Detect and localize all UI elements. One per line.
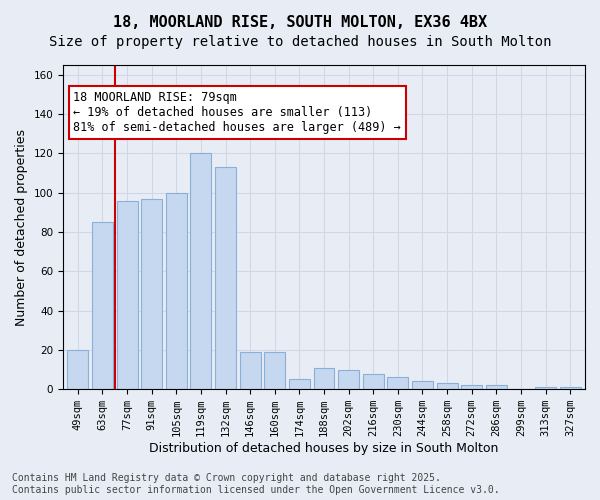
Bar <box>141 198 162 389</box>
Bar <box>437 384 458 389</box>
Bar <box>535 388 556 389</box>
Bar <box>67 350 88 389</box>
Bar <box>560 388 581 389</box>
Bar <box>486 386 507 389</box>
Bar <box>265 352 285 389</box>
Bar <box>116 200 137 389</box>
Y-axis label: Number of detached properties: Number of detached properties <box>15 128 28 326</box>
Bar <box>190 154 211 389</box>
Bar <box>461 386 482 389</box>
Bar <box>388 378 409 389</box>
X-axis label: Distribution of detached houses by size in South Molton: Distribution of detached houses by size … <box>149 442 499 455</box>
Text: Contains HM Land Registry data © Crown copyright and database right 2025.
Contai: Contains HM Land Registry data © Crown c… <box>12 474 500 495</box>
Bar <box>412 382 433 389</box>
Bar <box>314 368 334 389</box>
Bar <box>92 222 113 389</box>
Bar <box>166 192 187 389</box>
Bar <box>363 374 384 389</box>
Bar <box>338 370 359 389</box>
Text: 18 MOORLAND RISE: 79sqm
← 19% of detached houses are smaller (113)
81% of semi-d: 18 MOORLAND RISE: 79sqm ← 19% of detache… <box>73 91 401 134</box>
Bar <box>215 167 236 389</box>
Text: Size of property relative to detached houses in South Molton: Size of property relative to detached ho… <box>49 35 551 49</box>
Text: 18, MOORLAND RISE, SOUTH MOLTON, EX36 4BX: 18, MOORLAND RISE, SOUTH MOLTON, EX36 4B… <box>113 15 487 30</box>
Bar <box>239 352 260 389</box>
Bar <box>289 380 310 389</box>
